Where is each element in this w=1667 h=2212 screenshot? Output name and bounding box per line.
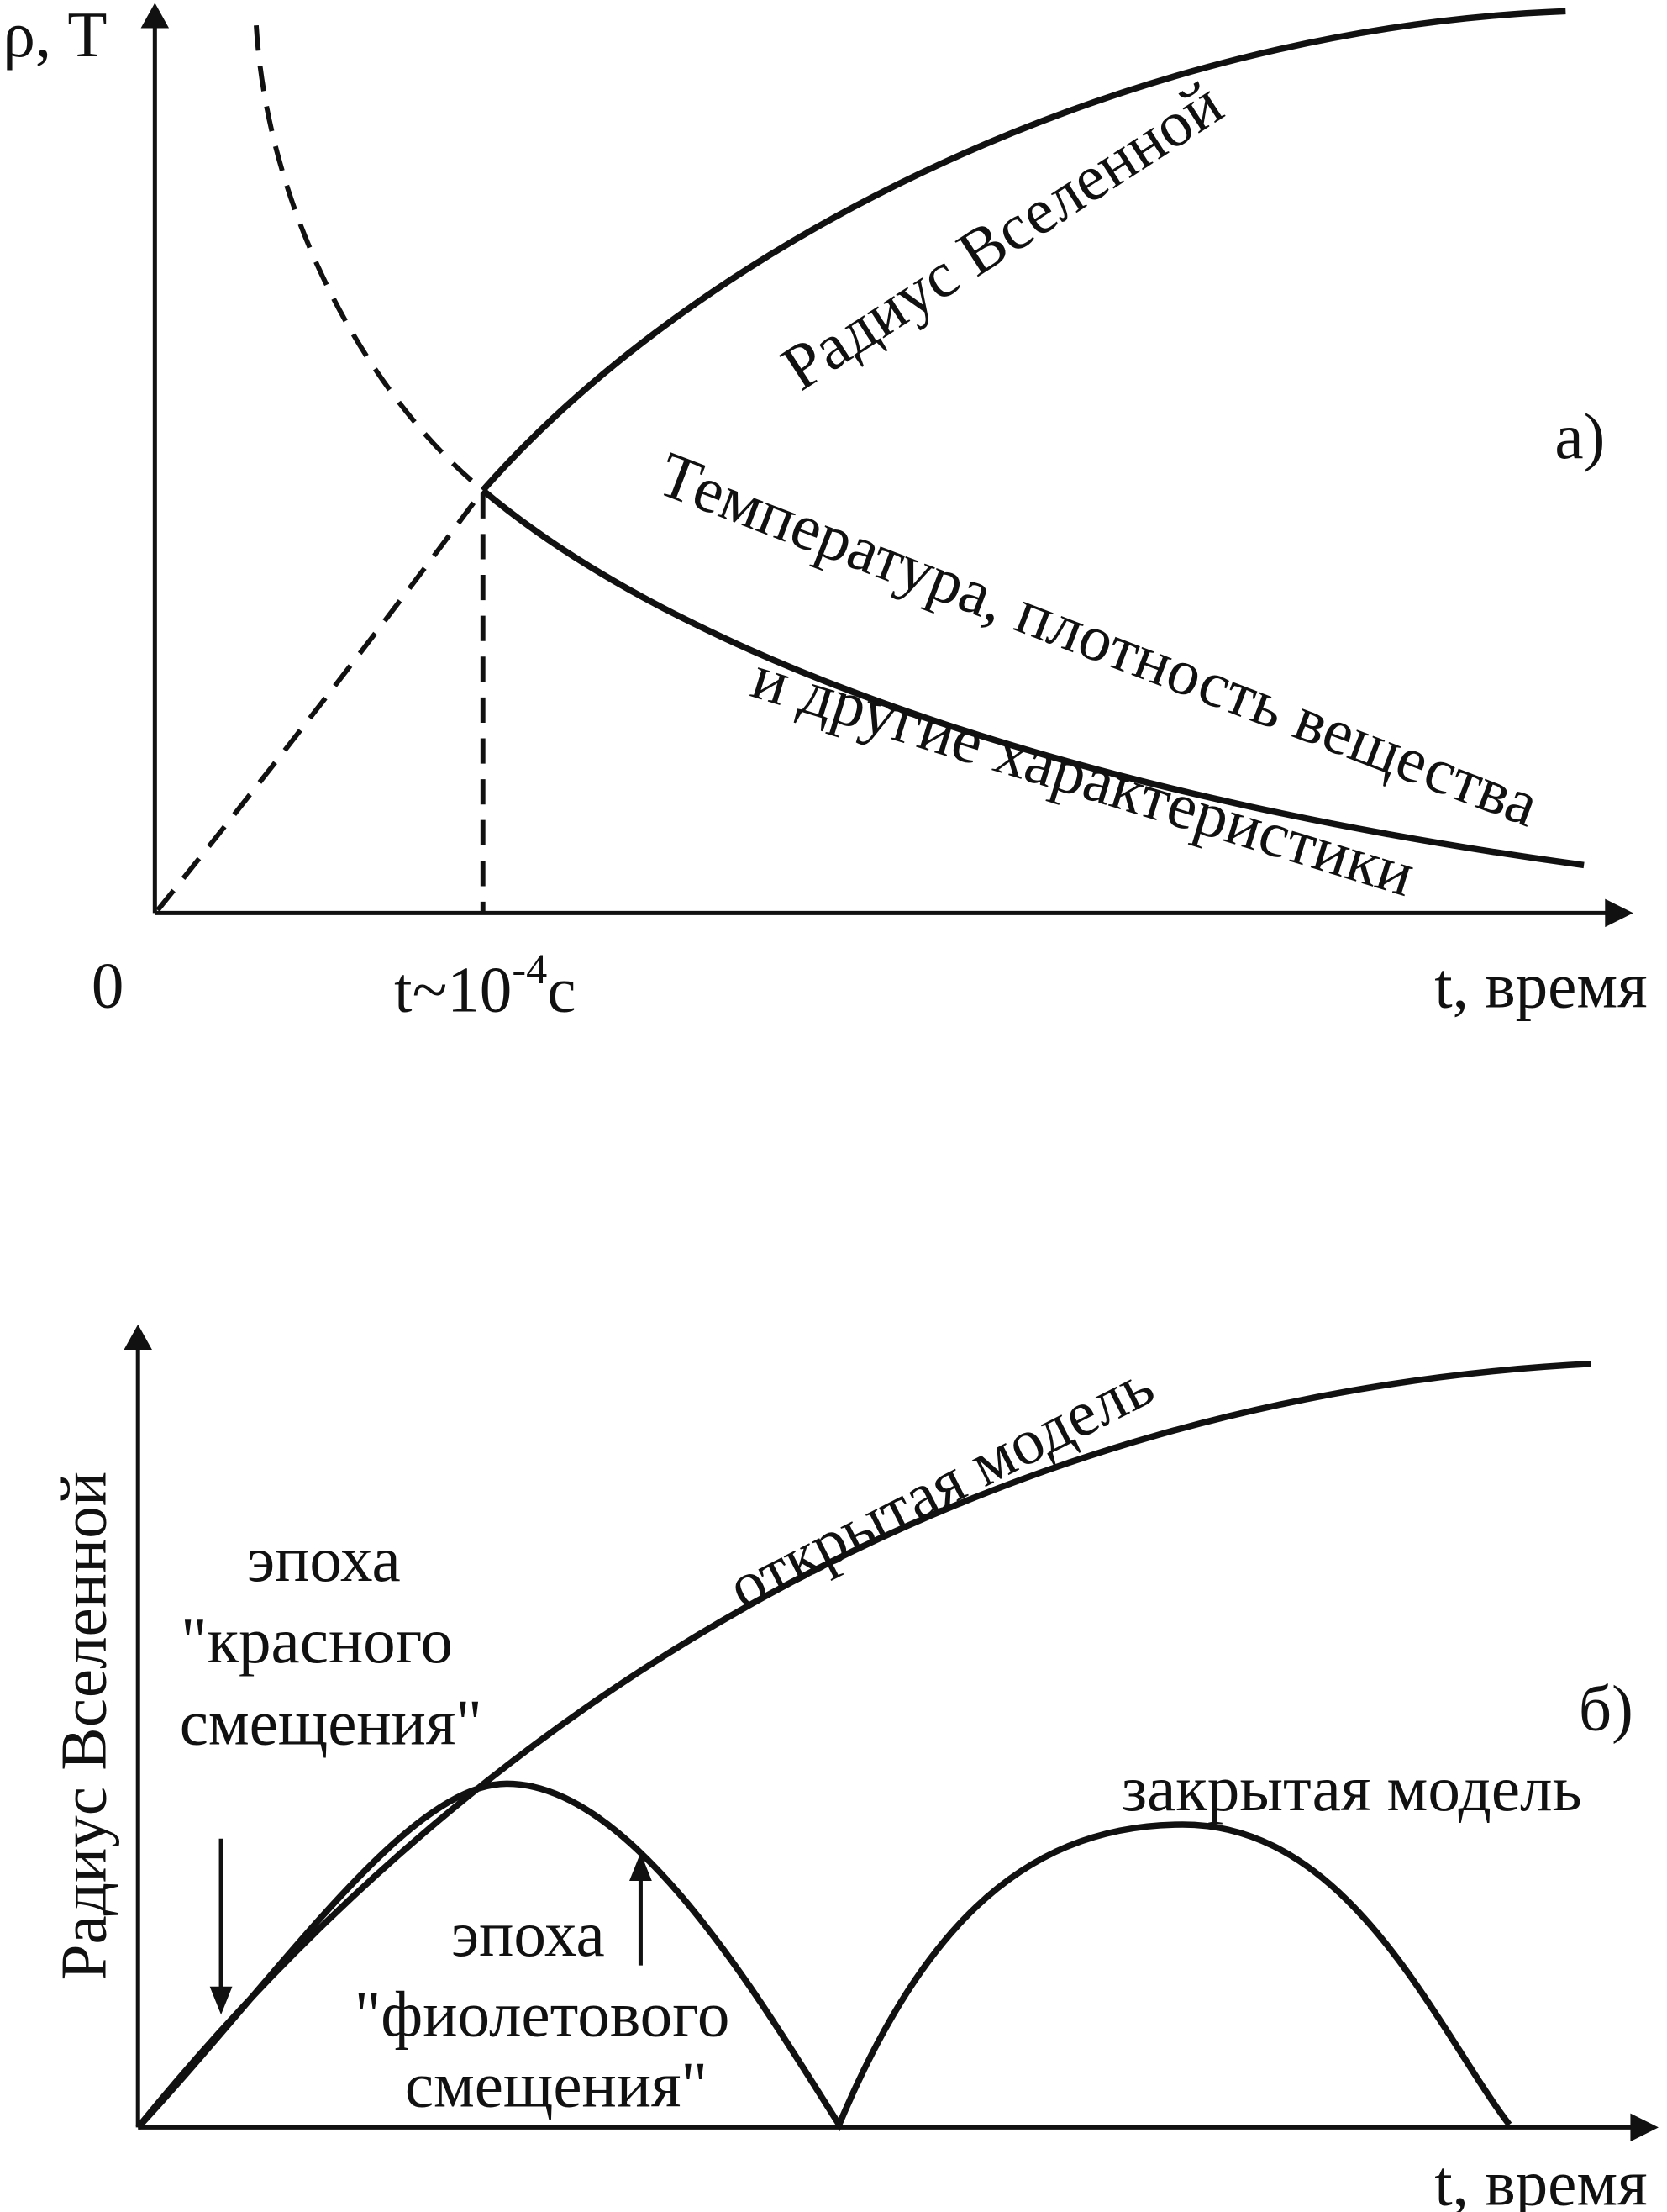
- temperature-curve: [481, 487, 1585, 869]
- temperature-label: и другие характеристики: [744, 640, 1423, 910]
- radius-dashed: [155, 488, 486, 912]
- red-shift-label: эпоха: [247, 1523, 401, 1595]
- panel-a: ρ, T 0 t~10-4c t, время а) Радиус Вселен…: [3, 0, 1647, 1026]
- violet-shift-label: смещения": [405, 2048, 707, 2120]
- arrow-head: [209, 1986, 233, 2015]
- y-arrow: [124, 1324, 152, 1351]
- closed-model-label: закрытая модель: [1122, 1752, 1582, 1825]
- red-shift-label: смещения": [180, 1686, 482, 1758]
- open-model-label: открытая модель: [717, 1347, 1165, 1624]
- y-label: ρ, T: [3, 0, 107, 71]
- temperature-dashed: [254, 24, 485, 492]
- closed-model-curve: [135, 1780, 1512, 2132]
- x-label: t, время: [1434, 950, 1647, 1022]
- y-arrow: [140, 3, 170, 29]
- time-mark: t~10-4c: [394, 945, 576, 1026]
- x-label: t, время: [1434, 2147, 1647, 2212]
- panel-label: а): [1554, 400, 1605, 472]
- origin-label: 0: [92, 950, 124, 1022]
- arrow-head: [629, 1852, 652, 1882]
- time-base: t~10: [394, 954, 512, 1026]
- open-model-curve: [135, 1361, 1591, 2130]
- x-arrow: [1630, 2113, 1659, 2142]
- radius-label: Радиус Вселенной: [769, 66, 1234, 404]
- radius-curve: [480, 8, 1566, 492]
- x-arrow: [1605, 898, 1633, 928]
- time-exponent: -4: [512, 945, 547, 993]
- time-unit: c: [547, 954, 576, 1026]
- panel-b: Радиус Вселенной t, время открытая модел…: [48, 1324, 1659, 2212]
- red-shift-label: "красного: [181, 1604, 453, 1677]
- y-label: Радиус Вселенной: [48, 1472, 120, 1980]
- panel-label: б): [1579, 1672, 1633, 1745]
- violet-shift-label: "фиолетового: [355, 1978, 730, 2050]
- violet-shift-label: эпоха: [451, 1898, 605, 1970]
